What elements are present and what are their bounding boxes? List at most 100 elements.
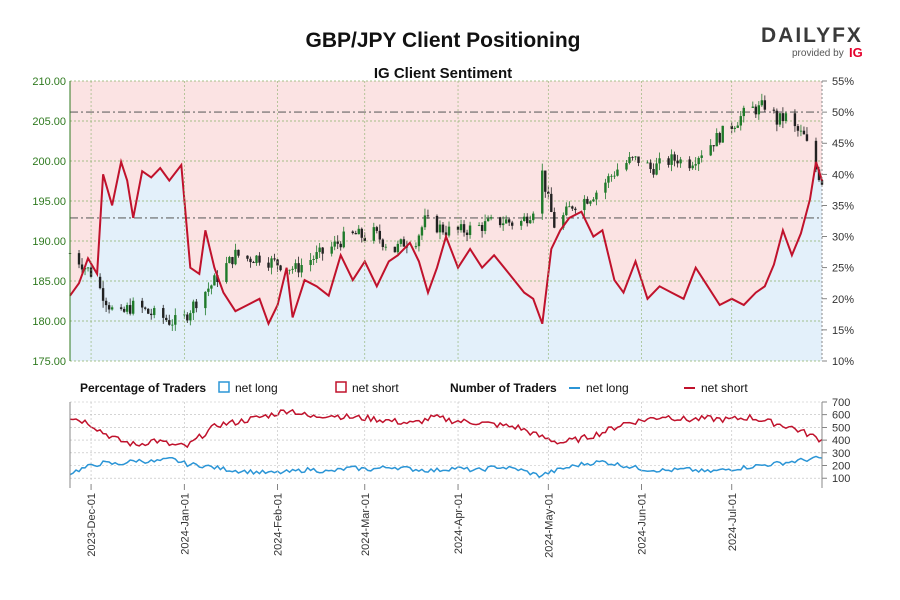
price-tick-label: 175.00 — [32, 356, 66, 368]
candle-body — [297, 263, 300, 273]
candle-body — [267, 262, 270, 268]
candle-body — [89, 267, 93, 277]
candle-body — [165, 317, 168, 321]
candle-body — [486, 218, 490, 222]
candle-body — [568, 206, 571, 208]
candle-body — [691, 165, 694, 169]
candle-body — [658, 158, 661, 164]
candle-body — [225, 263, 228, 282]
candle-body — [321, 247, 324, 254]
candle-body — [489, 217, 493, 219]
candle-body — [637, 156, 640, 163]
legend-num-short: net short — [701, 381, 748, 395]
candle-body — [613, 175, 616, 177]
candle-body — [802, 130, 806, 135]
count-tick-label: 600 — [832, 410, 850, 422]
chart-subtitle: IG Client Sentiment — [374, 65, 512, 82]
candle-body — [501, 223, 505, 226]
candle-body — [498, 217, 502, 226]
candle-body — [679, 159, 682, 164]
candle-body — [273, 258, 276, 260]
count-tick-label: 100 — [832, 473, 850, 485]
candle-body — [330, 246, 333, 254]
candle-body — [231, 257, 234, 265]
candle-body — [805, 134, 809, 141]
candle-body — [697, 157, 700, 165]
candle-body — [77, 253, 81, 265]
candle-body — [294, 263, 297, 269]
x-tick-label: 2024-Jun-01 — [637, 493, 649, 555]
candle-body — [700, 155, 703, 158]
candle-body — [234, 249, 237, 265]
candle-body — [667, 158, 670, 165]
candle-body — [210, 285, 213, 289]
candle-body — [417, 235, 421, 247]
candle-body — [465, 232, 469, 236]
price-tick-label: 210.00 — [32, 76, 66, 88]
candle-body — [775, 110, 779, 125]
candle-body — [592, 199, 595, 202]
candle-body — [718, 133, 721, 143]
candle-body — [150, 313, 153, 316]
candle-body — [655, 163, 658, 175]
candle-body — [757, 105, 761, 115]
legend-pct-short-swatch — [335, 381, 347, 393]
candle-body — [315, 252, 318, 260]
price-tick-label: 185.00 — [32, 276, 66, 288]
legend-pct-long-swatch — [218, 381, 230, 393]
count-tick-label: 500 — [832, 422, 850, 434]
candle-body — [793, 113, 797, 127]
candle-body — [333, 241, 336, 247]
candle-body — [147, 308, 150, 314]
upper-panel: 210.00 205.00 200.00 195.00 190.00 185.00 180.… — [32, 76, 854, 368]
pct-tick-label: 35% — [832, 200, 854, 212]
candle-body — [357, 228, 360, 235]
candle-body — [107, 305, 111, 310]
candle-body — [712, 145, 715, 147]
candle-body — [423, 215, 427, 228]
candle-body — [399, 239, 403, 244]
candle-body — [673, 154, 676, 161]
candle-body — [237, 249, 240, 256]
chart-title: GBP/JPY Client Positioning — [306, 29, 581, 52]
candle-body — [438, 224, 442, 233]
candle-body — [125, 305, 129, 312]
candle-body — [144, 307, 147, 309]
candle-body — [213, 275, 216, 286]
candle-body — [754, 106, 758, 115]
candle-body — [507, 219, 511, 223]
candle-body — [300, 265, 303, 273]
candle-body — [80, 264, 84, 270]
pct-tick-label: 15% — [832, 325, 854, 337]
candle-body — [520, 221, 523, 226]
candle-body — [162, 308, 165, 318]
long-zone-area — [70, 161, 822, 361]
candle-body — [372, 227, 376, 241]
sentiment-line — [69, 158, 823, 327]
candle-body — [553, 211, 556, 228]
candle-body — [604, 182, 607, 193]
candle-body — [171, 324, 174, 326]
candle-body — [625, 163, 628, 170]
candle-body — [523, 216, 526, 222]
candle-body — [763, 100, 767, 110]
candle-body — [736, 125, 739, 128]
legend-pct-short: net short — [352, 381, 399, 395]
candle-body — [255, 255, 258, 264]
x-tick-label: 2024-May-01 — [543, 493, 555, 558]
legend-pct-heading: Percentage of Traders — [80, 381, 206, 395]
candle-body — [468, 225, 472, 236]
candle-body — [477, 225, 481, 226]
price-tick-label: 195.00 — [32, 196, 66, 208]
candle-body — [186, 314, 189, 321]
dailyfx-logo: DAILYFX provided by IG — [761, 24, 863, 60]
candle-body — [420, 227, 424, 236]
candle-body — [122, 308, 126, 312]
candle-body — [447, 226, 451, 236]
candle-body — [550, 193, 553, 212]
candle-body — [565, 206, 568, 216]
x-tick-label: 2024-Mar-01 — [360, 493, 372, 556]
candle-body — [459, 224, 463, 231]
price-tick-label: 205.00 — [32, 116, 66, 128]
